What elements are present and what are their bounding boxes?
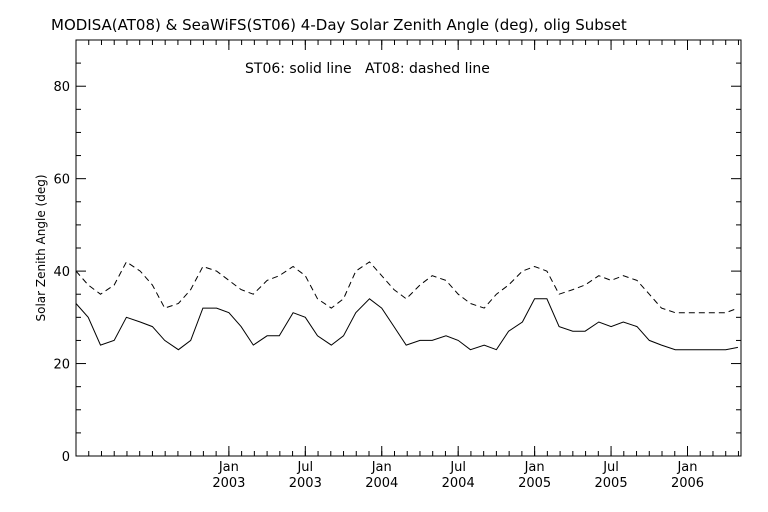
series-style-annotation: ST06: solid line AT08: dashed line (245, 61, 490, 77)
x-tick-month-label: Jul (602, 460, 619, 475)
series-line-at08 (75, 261, 739, 314)
x-tick-year-label: 2004 (442, 476, 475, 491)
x-tick-month-label: Jan (218, 460, 239, 475)
y-tick-label: 80 (53, 80, 70, 95)
x-axis-ticks: Jan2003Jul2003Jan2004Jul2004Jan2005Jul20… (75, 40, 739, 491)
x-tick-year-label: 2003 (212, 476, 245, 491)
y-axis-label: Solar Zenith Angle (deg) (34, 174, 48, 321)
chart-title: MODISA(AT08) & SeaWiFS(ST06) 4-Day Solar… (51, 16, 627, 34)
x-tick-year-label: 2006 (671, 476, 704, 491)
x-tick-year-label: 2005 (595, 476, 628, 491)
x-tick-month-label: Jan (371, 460, 392, 475)
x-tick-month-label: Jul (296, 460, 313, 475)
x-tick-year-label: 2004 (365, 476, 398, 491)
x-tick-year-label: 2003 (289, 476, 322, 491)
y-tick-label: 0 (62, 450, 70, 465)
x-tick-month-label: Jan (524, 460, 545, 475)
plot-frame (75, 39, 742, 457)
x-tick-month-label: Jul (449, 460, 466, 475)
x-tick-month-label: Jan (676, 460, 697, 475)
series-line-st06 (75, 298, 738, 351)
y-axis-ticks: 0 20 40 60 80 (53, 39, 741, 465)
series-layer (75, 261, 739, 351)
y-tick-label: 40 (53, 265, 70, 280)
y-tick-label: 20 (53, 358, 70, 373)
y-tick-label: 60 (53, 173, 70, 188)
x-tick-year-label: 2005 (518, 476, 551, 491)
